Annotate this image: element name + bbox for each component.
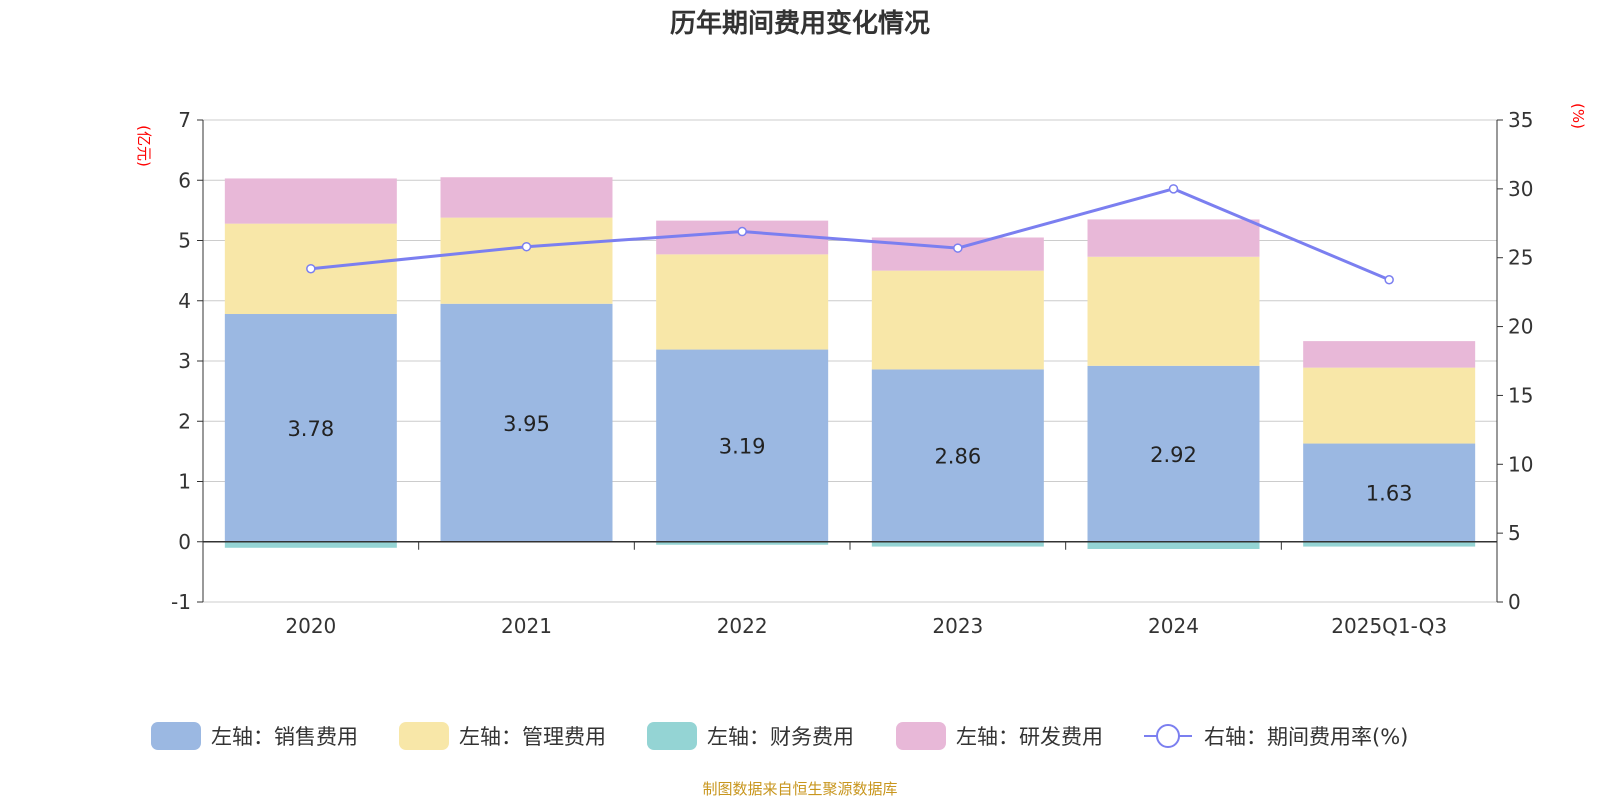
right-tick-label: 10	[1508, 452, 1533, 476]
right-tick-label: 20	[1508, 315, 1533, 339]
bar-segment	[1087, 365, 1260, 542]
x-tick-label: 2025Q1-Q3	[1331, 614, 1447, 638]
x-tick-label: 2020	[285, 614, 336, 638]
left-axis: -1 0 1 2 3 4 5 6 7 (亿元)	[135, 108, 204, 614]
right-tick-label: 5	[1508, 521, 1521, 545]
bar-segment	[656, 541, 829, 545]
data-label: 2.92	[1150, 443, 1197, 467]
right-tick-label: 25	[1508, 246, 1533, 270]
rate-point	[1168, 184, 1179, 194]
bar-segment	[1303, 443, 1476, 542]
bar-segment	[656, 220, 829, 255]
rate-point	[1384, 274, 1394, 285]
left-tick-label: 3	[178, 349, 191, 373]
x-tick-label: 2022	[717, 614, 768, 638]
left-tick-label: 2	[178, 409, 191, 433]
bar-segment	[1087, 256, 1260, 366]
chart-title: 历年期间费用变化情况	[670, 8, 930, 39]
right-tick-label: 15	[1508, 383, 1533, 407]
legend-label: 左轴：销售费用	[211, 725, 358, 749]
source-note: 制图数据来自恒生聚源数据库	[702, 780, 897, 798]
right-tick-label: 0	[1508, 590, 1521, 614]
bar-segment	[1087, 219, 1260, 257]
bar-segment	[224, 314, 397, 542]
rate-point	[306, 263, 316, 274]
bar-segment	[440, 303, 613, 542]
legend-label: 左轴：管理费用	[459, 725, 606, 749]
rate-point	[521, 241, 532, 252]
legend-swatch	[896, 722, 946, 750]
bar-segment	[656, 349, 829, 542]
x-axis: 2020 2021 2022 2023 2024 2025Q1-Q3	[203, 541, 1497, 638]
rate-line	[306, 184, 1394, 285]
bar-segment	[440, 217, 613, 304]
legend-swatch	[647, 722, 697, 750]
left-tick-label: 6	[178, 168, 191, 192]
right-axis-unit: (%)	[1569, 103, 1587, 129]
x-tick-label: 2023	[932, 614, 983, 638]
legend-label: 右轴：期间费用率(%)	[1204, 725, 1408, 749]
x-tick-label: 2024	[1148, 614, 1199, 638]
rate-line-path	[310, 187, 1390, 282]
legend-swatch-marker	[1156, 724, 1180, 748]
grid-lines	[203, 119, 1497, 603]
left-tick-label: 0	[178, 530, 191, 554]
bar-segment	[871, 369, 1044, 542]
bar-segment	[871, 270, 1044, 370]
legend-label: 左轴：研发费用	[956, 725, 1103, 749]
rate-point	[737, 226, 747, 237]
data-label: 3.19	[719, 435, 766, 459]
bar-segment	[1303, 367, 1476, 444]
bar-segment	[1303, 341, 1476, 368]
right-axis: 0 5 10 15 20 25 30 35 (%)	[1496, 103, 1587, 614]
left-axis-unit: (亿元)	[135, 125, 153, 167]
bar-segment	[224, 178, 397, 224]
left-tick-label: 5	[178, 229, 191, 253]
bar-segment	[440, 177, 613, 218]
left-tick-label: 7	[178, 108, 191, 132]
left-tick-label: 4	[178, 289, 191, 313]
data-label: 3.78	[287, 417, 334, 441]
data-label: 3.95	[503, 412, 550, 436]
bar-segment	[1087, 541, 1260, 549]
rate-point	[953, 243, 963, 253]
bar-segment	[656, 254, 829, 350]
data-label: 2.86	[934, 445, 981, 469]
right-tick-label: 30	[1508, 177, 1533, 201]
left-tick-label: 1	[178, 470, 191, 494]
x-tick-label: 2021	[501, 614, 552, 638]
data-label: 1.63	[1366, 482, 1413, 506]
left-tick-label: -1	[171, 590, 191, 614]
legend-label: 左轴：财务费用	[707, 725, 854, 749]
bar-segment	[1303, 541, 1476, 547]
bar-segment	[224, 541, 397, 548]
bars: 3.78 3.95 3.19 2.86 2.92 1.63	[224, 177, 1476, 549]
legend: 左轴：销售费用 左轴：管理费用 左轴：财务费用 左轴：研发费用 右轴：期间费用率(%)	[151, 722, 1408, 750]
right-tick-label: 35	[1508, 108, 1533, 132]
bar-segment	[871, 541, 1044, 547]
legend-swatch	[151, 722, 201, 750]
legend-swatch	[399, 722, 449, 750]
